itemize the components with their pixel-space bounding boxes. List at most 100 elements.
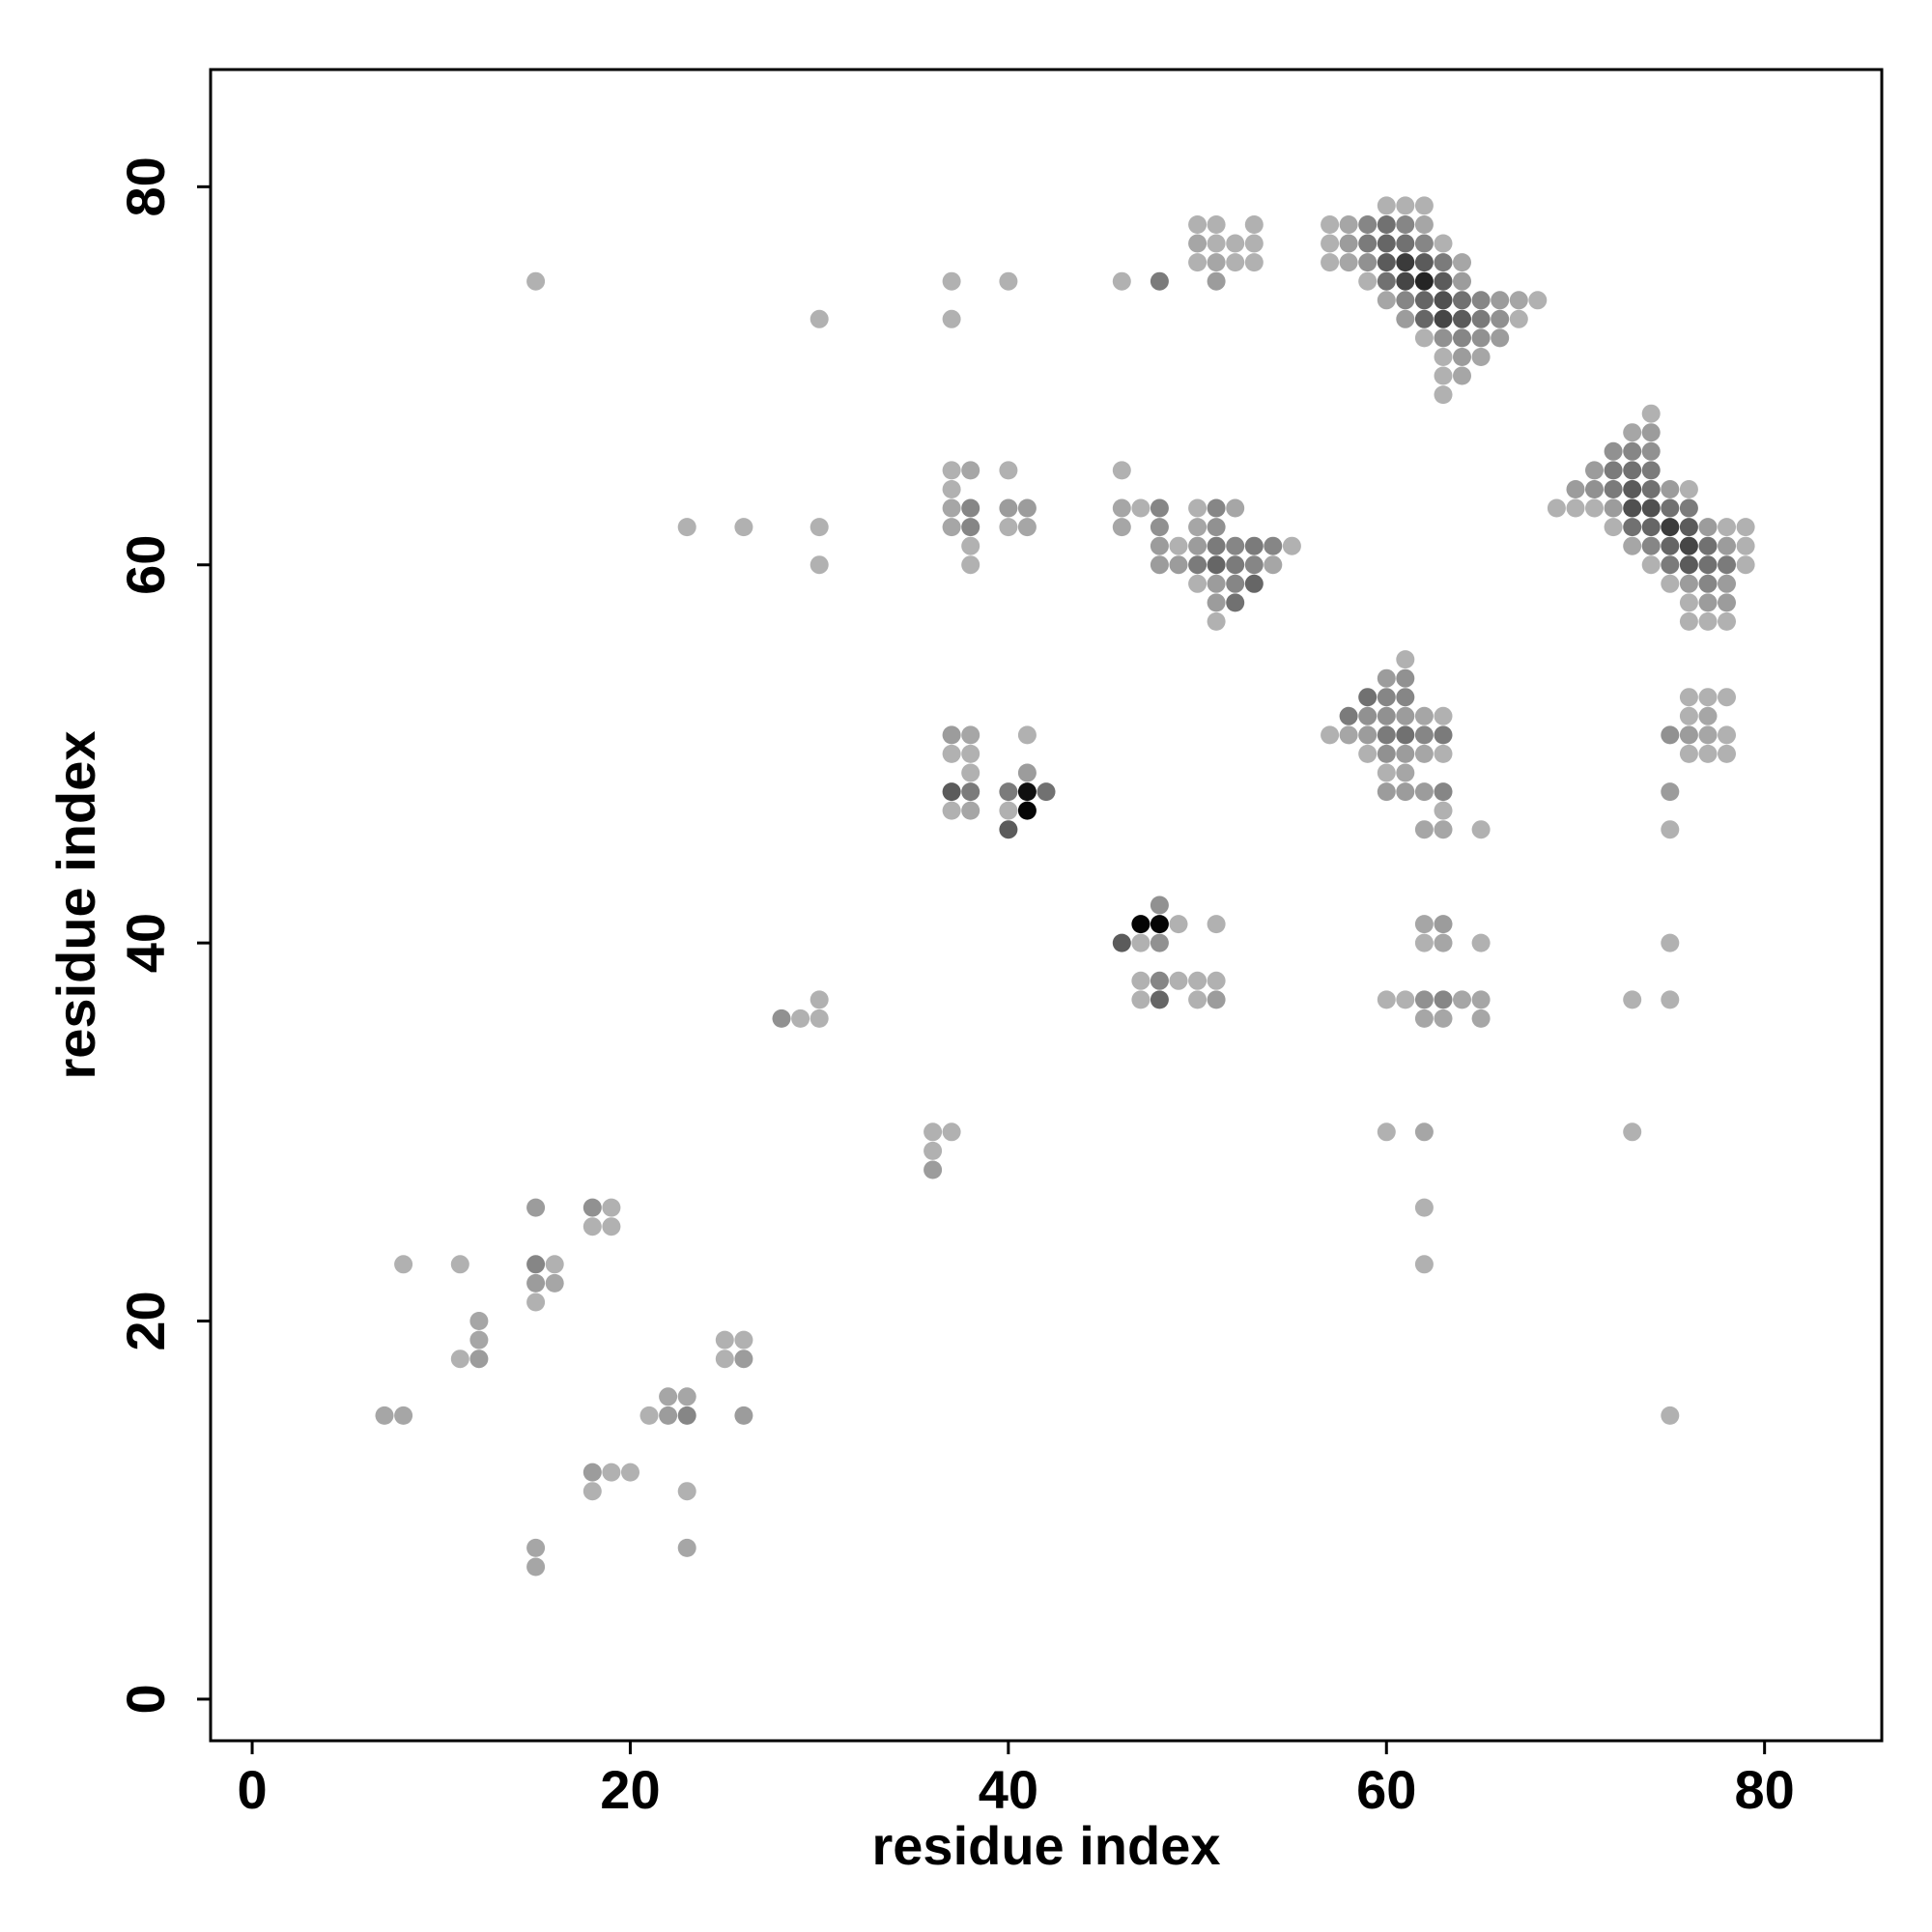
contact-point — [1377, 271, 1396, 291]
contact-point — [1509, 309, 1528, 328]
contact-point — [1661, 782, 1680, 802]
contact-point — [1226, 536, 1245, 555]
contact-point — [1377, 234, 1396, 253]
contact-point — [1396, 990, 1415, 1009]
contact-point — [1207, 915, 1226, 934]
contact-point — [1585, 498, 1604, 518]
contact-point — [1641, 498, 1661, 518]
contact-point — [1150, 518, 1169, 537]
contact-point — [1414, 215, 1434, 234]
contact-point — [1244, 536, 1264, 555]
contact-point — [602, 1463, 621, 1482]
contact-point — [1396, 744, 1415, 763]
contact-point — [1358, 744, 1378, 763]
contact-point — [734, 1330, 753, 1350]
contact-point — [1679, 611, 1698, 631]
contact-point — [1377, 668, 1396, 688]
contact-point — [1396, 763, 1415, 782]
contact-point — [1377, 744, 1396, 763]
contact-point — [1528, 291, 1548, 310]
contact-point — [1471, 291, 1491, 310]
contact-point — [1339, 725, 1358, 745]
contact-point — [1434, 1009, 1453, 1028]
contact-point — [1396, 668, 1415, 688]
contact-point — [1471, 309, 1491, 328]
x-tick-label: 40 — [979, 1759, 1038, 1820]
contact-point — [582, 1217, 602, 1236]
contact-point — [810, 518, 829, 537]
contact-point — [1150, 915, 1169, 934]
contact-point — [1434, 234, 1453, 253]
contact-point — [1679, 706, 1698, 725]
contact-point — [1679, 744, 1698, 763]
contact-point — [734, 1406, 753, 1425]
x-tick-label: 20 — [600, 1759, 660, 1820]
contact-point — [1471, 933, 1491, 952]
contact-point — [1226, 574, 1245, 593]
contact-point — [1491, 328, 1510, 348]
contact-point — [734, 1350, 753, 1369]
contact-point — [394, 1255, 413, 1274]
contact-point — [1150, 990, 1169, 1009]
contact-point — [1661, 574, 1680, 593]
contact-point — [526, 1538, 546, 1557]
contact-point — [602, 1217, 621, 1236]
contact-point — [1661, 498, 1680, 518]
contact-point — [1321, 215, 1340, 234]
contact-point — [1453, 253, 1471, 272]
contact-point — [1244, 215, 1264, 234]
contact-point — [999, 271, 1018, 291]
contact-point — [1604, 480, 1623, 498]
contact-point — [1188, 518, 1208, 537]
contact-point — [1641, 423, 1661, 442]
contact-point — [1377, 1122, 1396, 1142]
contact-point — [1377, 706, 1396, 725]
contact-point — [1131, 971, 1151, 990]
contact-point — [1207, 271, 1226, 291]
contact-point — [1112, 271, 1131, 291]
contact-point — [1679, 498, 1698, 518]
contact-point — [677, 1406, 696, 1425]
contact-point — [1207, 536, 1226, 555]
contact-point — [961, 498, 980, 518]
contact-point — [659, 1406, 678, 1425]
contact-point — [1377, 196, 1396, 215]
contact-point — [1207, 611, 1226, 631]
contact-point — [1414, 328, 1434, 348]
contact-point — [1207, 574, 1226, 593]
plot-frame — [209, 68, 1884, 1743]
contact-point — [1112, 518, 1131, 537]
contact-point — [923, 1160, 943, 1179]
contact-point — [1453, 291, 1471, 310]
contact-point — [1641, 480, 1661, 498]
contact-point — [942, 309, 961, 328]
contact-point — [1264, 536, 1283, 555]
y-tick-label: 80 — [115, 156, 176, 216]
contact-point — [1641, 536, 1661, 555]
contact-point — [526, 1198, 546, 1217]
contact-point — [1131, 990, 1151, 1009]
contact-point — [1718, 555, 1736, 575]
contact-point — [1396, 271, 1415, 291]
y-axis: 0 20 40 60 80 — [115, 156, 211, 1715]
contact-point — [677, 1387, 696, 1406]
contact-point — [1434, 744, 1453, 763]
contact-point — [1434, 309, 1453, 328]
contact-point — [1396, 782, 1415, 802]
y-tick-label: 40 — [115, 913, 176, 973]
contact-point — [1321, 253, 1340, 272]
contact-point — [1207, 593, 1226, 612]
contact-point — [1396, 196, 1415, 215]
contact-point — [1661, 933, 1680, 952]
x-tick-label: 60 — [1356, 1759, 1416, 1820]
contact-point — [942, 480, 961, 498]
contact-point — [1491, 309, 1510, 328]
contact-point — [1377, 990, 1396, 1009]
contact-point — [1188, 574, 1208, 593]
contact-point — [1414, 234, 1434, 253]
contact-point — [1358, 271, 1378, 291]
contact-point — [1377, 688, 1396, 707]
contact-point — [1434, 291, 1453, 310]
contact-point — [942, 725, 961, 745]
